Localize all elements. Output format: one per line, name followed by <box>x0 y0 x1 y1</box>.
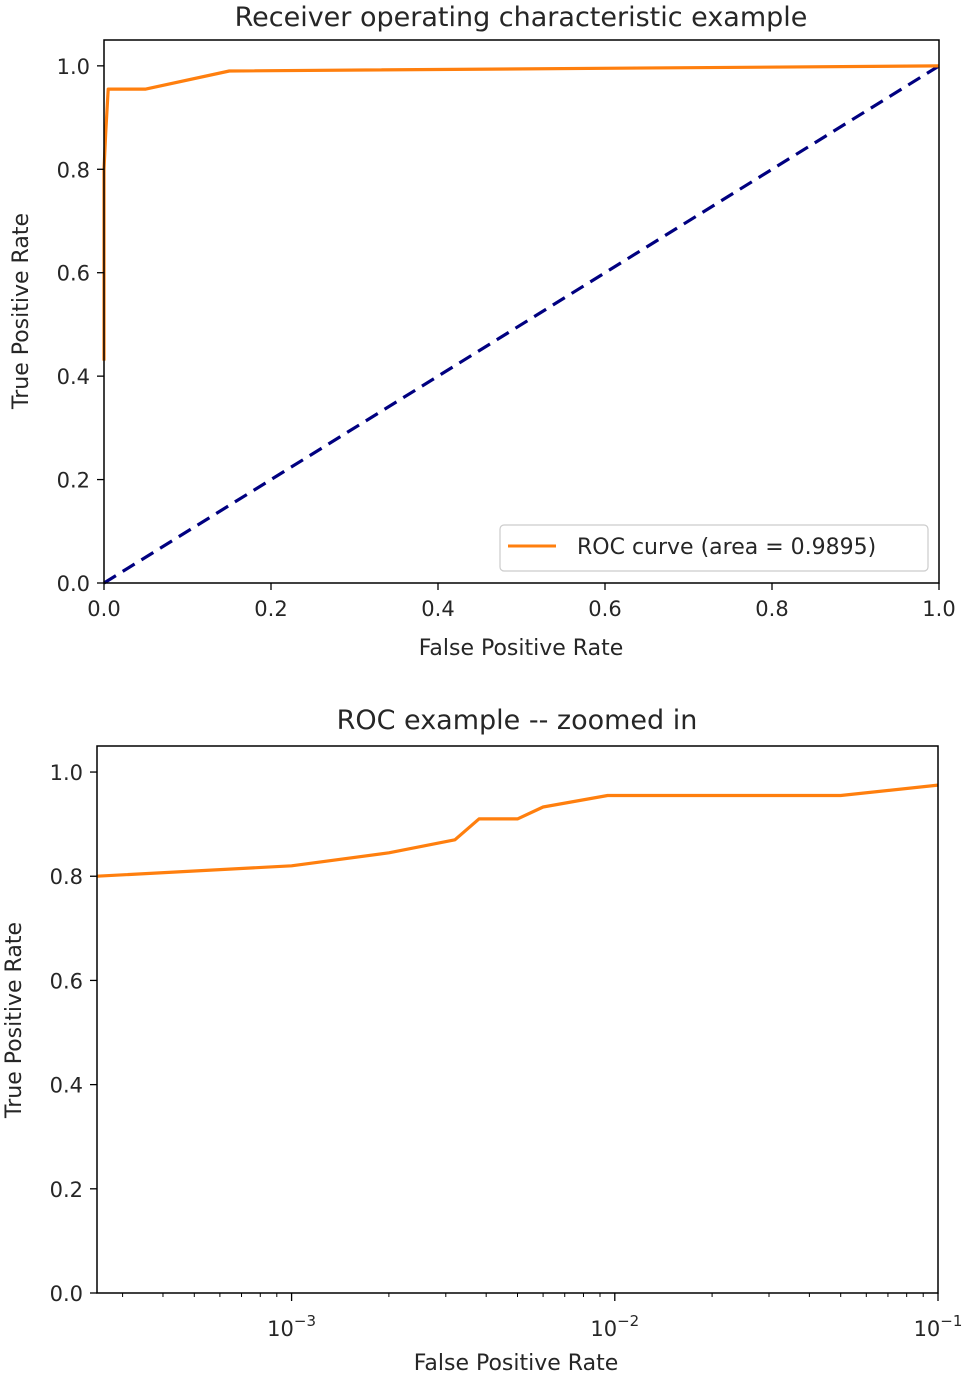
y-tick-label: 0.2 <box>57 469 90 493</box>
axis-ticks: 0.0 0.2 0.4 0.6 0.8 1.0 0.0 0.2 0.4 0.6 0.8 1.0 <box>57 55 956 621</box>
y-axis-label: True Positive Rate <box>9 213 34 410</box>
roc-zoomed-chart: ROC example -- zoomed in 10−3 10−2 10−1 0.0… <box>2 705 962 1375</box>
axis-ticks-zoomed: 10−3 10−2 10−1 0.0 0.2 0.4 0.6 0.8 1.0 <box>50 761 963 1341</box>
x-tick-label: 0.8 <box>755 597 788 621</box>
x-tick-label: 10−1 <box>914 1312 963 1341</box>
y-tick-label: 0.4 <box>57 365 90 389</box>
chart-title: Receiver operating characteristic exampl… <box>235 2 808 33</box>
plot-frame <box>103 39 940 584</box>
y-tick-label: 0.4 <box>50 1074 83 1098</box>
x-axis-label-zoomed: False Positive Rate <box>414 1351 618 1375</box>
y-tick-label: 1.0 <box>57 55 90 79</box>
chart-title-zoomed: ROC example -- zoomed in <box>337 705 698 736</box>
x-tick-label: 10−3 <box>267 1312 316 1341</box>
x-tick-label: 1.0 <box>922 597 955 621</box>
plot-frame-zoomed <box>96 745 939 1294</box>
y-tick-label: 0.8 <box>57 158 90 182</box>
chance-diagonal-line <box>103 64 940 585</box>
legend-box <box>499 524 929 572</box>
roc-curve-line <box>102 64 940 361</box>
x-axis-label: False Positive Rate <box>419 636 623 661</box>
y-tick-label: 0.6 <box>57 262 90 286</box>
x-tick-label: 0.4 <box>421 597 454 621</box>
legend-entry-roc-curve: ROC curve (area = 0.9895) <box>577 535 876 560</box>
legend: ROC curve (area = 0.9895) <box>499 524 929 572</box>
x-tick-label: 0.2 <box>254 597 287 621</box>
x-tick-label: 10−2 <box>590 1312 639 1341</box>
y-tick-label: 0.6 <box>50 969 83 993</box>
y-tick-label: 0.8 <box>50 865 83 889</box>
y-tick-label: 0.0 <box>57 572 90 596</box>
roc-chart: Receiver operating characteristic exampl… <box>9 2 956 661</box>
roc-curve-line-zoomed <box>96 783 939 878</box>
chart-marks <box>102 64 940 585</box>
x-tick-label: 0.0 <box>87 597 120 621</box>
y-tick-label: 1.0 <box>50 761 83 785</box>
x-tick-label: 0.6 <box>588 597 621 621</box>
y-tick-label: 0.0 <box>50 1282 83 1306</box>
y-axis-label-zoomed: True Positive Rate <box>2 922 27 1119</box>
y-tick-label: 0.2 <box>50 1178 83 1202</box>
chart-marks-zoomed <box>96 783 939 878</box>
